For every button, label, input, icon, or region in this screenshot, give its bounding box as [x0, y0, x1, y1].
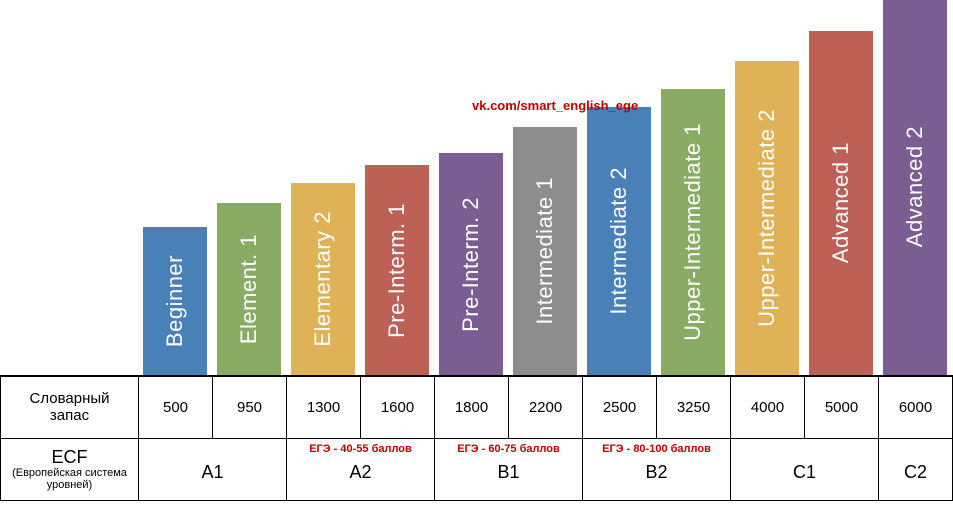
bar-slot: Element. 1 [212, 0, 286, 375]
ecf-note: ЕГЭ - 40-55 баллов [287, 443, 434, 455]
ecf-value: B2 [583, 462, 730, 483]
ecf-cell: A1 [139, 439, 287, 501]
bar-slot: Upper-Intermediate 1 [656, 0, 730, 375]
ecf-cell: ЕГЭ - 40-55 баллов A2 [287, 439, 435, 501]
bar-label: Intermediate 1 [532, 177, 558, 325]
ecf-value: C1 [731, 462, 878, 483]
vocab-cell: 6000 [879, 377, 953, 439]
bar-label: Pre-Interm. 2 [458, 197, 484, 332]
bar: Pre-Interm. 2 [439, 153, 503, 375]
bar-chart: vk.com/smart_english_ege Beginner Element… [0, 0, 953, 376]
bar-slot: Intermediate 1 [508, 0, 582, 375]
ecf-note: ЕГЭ - 60-75 баллов [435, 443, 582, 455]
data-table: Словарныйзапас 5009501300160018002200250… [0, 376, 953, 501]
bar: Upper-Intermediate 2 [735, 61, 799, 375]
vocab-cell: 1800 [435, 377, 509, 439]
bar-label: Pre-Interm. 1 [384, 203, 410, 338]
vocab-cell: 1600 [361, 377, 435, 439]
bars-container: Beginner Element. 1 Elementary 2 Pre-Interm… [138, 0, 952, 375]
bar: Intermediate 1 [513, 127, 577, 375]
vocab-cell: 1300 [287, 377, 361, 439]
ecf-value: B1 [435, 462, 582, 483]
vocab-row-label: Словарныйзапас [1, 377, 139, 439]
bar: Element. 1 [217, 203, 281, 375]
bar-slot: Intermediate 2 [582, 0, 656, 375]
ecf-label-main: ECF [52, 447, 88, 467]
bar-label: Upper-Intermediate 1 [680, 123, 706, 341]
ecf-value: C2 [879, 462, 952, 483]
bar: Upper-Intermediate 1 [661, 89, 725, 375]
vocab-cell: 500 [139, 377, 213, 439]
vocab-cell: 4000 [731, 377, 805, 439]
bar-label: Upper-Intermediate 2 [754, 109, 780, 327]
ecf-cell: C1 [731, 439, 879, 501]
bar-slot: Beginner [138, 0, 212, 375]
bar-label: Beginner [162, 255, 188, 347]
ecf-label-sub: (Европейская система уровней) [3, 467, 136, 491]
ecf-row: ECF (Европейская система уровней) A1ЕГЭ … [1, 439, 953, 501]
bar-label: Element. 1 [236, 234, 262, 344]
vocab-cell: 2200 [509, 377, 583, 439]
bar-slot: Upper-Intermediate 2 [730, 0, 804, 375]
ecf-cell: ЕГЭ - 60-75 баллов B1 [435, 439, 583, 501]
vocab-label-line: Словарный [3, 391, 136, 408]
bar: Intermediate 2 [587, 107, 651, 375]
bar-slot: Advanced 2 [878, 0, 952, 375]
bar-label: Advanced 1 [828, 142, 854, 263]
bar-slot: Advanced 1 [804, 0, 878, 375]
bar: Advanced 2 [883, 0, 947, 375]
ecf-value: A2 [287, 462, 434, 483]
ecf-row-label: ECF (Европейская система уровней) [1, 439, 139, 501]
bar-slot: Elementary 2 [286, 0, 360, 375]
ecf-cell: ЕГЭ - 80-100 баллов B2 [583, 439, 731, 501]
bar-label: Intermediate 2 [606, 167, 632, 315]
vocab-cell: 3250 [657, 377, 731, 439]
ecf-cell: C2 [879, 439, 953, 501]
bar: Advanced 1 [809, 31, 873, 375]
ecf-value: A1 [139, 462, 286, 483]
vocab-row: Словарныйзапас 5009501300160018002200250… [1, 377, 953, 439]
vocab-cell: 5000 [805, 377, 879, 439]
bar: Elementary 2 [291, 183, 355, 375]
bar: Beginner [143, 227, 207, 375]
bar-label: Advanced 2 [902, 126, 928, 247]
vocab-cell: 950 [213, 377, 287, 439]
ecf-note: ЕГЭ - 80-100 баллов [583, 443, 730, 455]
bar-label: Elementary 2 [310, 211, 336, 347]
bar-slot: Pre-Interm. 1 [360, 0, 434, 375]
vocab-cell: 2500 [583, 377, 657, 439]
vocab-label-line: запас [3, 408, 136, 425]
chart-wrap: vk.com/smart_english_ege Beginner Element… [0, 0, 953, 501]
bar: Pre-Interm. 1 [365, 165, 429, 375]
watermark-text: vk.com/smart_english_ege [472, 98, 638, 113]
bar-slot: Pre-Interm. 2 [434, 0, 508, 375]
